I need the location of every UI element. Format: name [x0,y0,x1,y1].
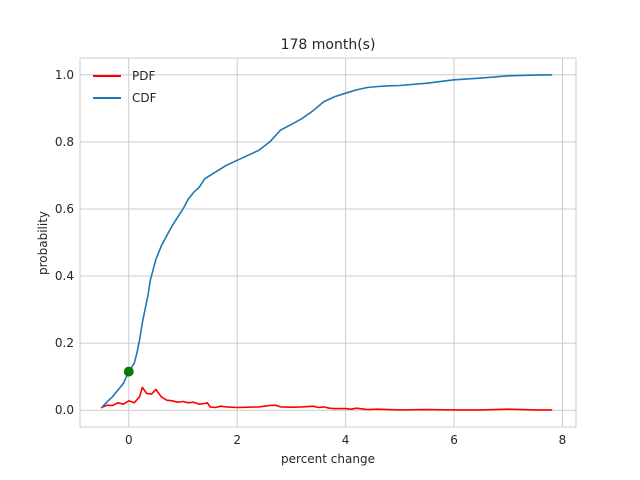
x-tick-label: 4 [342,433,350,447]
series-line-cdf [100,74,553,409]
series-line-pdf [100,386,553,411]
y-tick-label: 0.4 [55,269,74,283]
legend-label-cdf: CDF [132,91,157,105]
grid [80,58,576,427]
y-axis-label: probability [36,211,50,275]
plot-area [80,58,576,427]
legend-label-pdf: PDF [132,69,155,83]
ticks: 0 2 4 6 8 0.0 0.2 0.4 0.6 0.8 1.0 [55,68,566,447]
x-tick-label: 2 [233,433,241,447]
series-layer [100,74,553,411]
x-tick-label: 0 [125,433,133,447]
y-tick-label: 1.0 [55,68,74,82]
x-axis-label: percent change [281,452,375,466]
y-tick-label: 0.0 [55,403,74,417]
highlight-point-marker [123,366,134,377]
legend: PDF CDF [93,69,157,105]
x-tick-label: 6 [450,433,458,447]
y-tick-label: 0.2 [55,336,74,350]
plot-frame [79,57,577,428]
y-tick-label: 0.8 [55,135,74,149]
x-tick-label: 8 [559,433,567,447]
chart-title: 178 month(s) [281,37,376,53]
y-tick-label: 0.6 [55,202,74,216]
